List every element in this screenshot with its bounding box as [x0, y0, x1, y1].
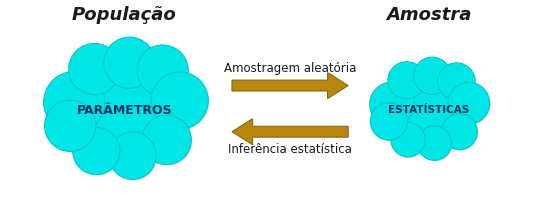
Circle shape — [152, 73, 209, 130]
Circle shape — [105, 38, 156, 90]
Circle shape — [137, 45, 188, 96]
Circle shape — [393, 74, 465, 146]
Circle shape — [415, 58, 452, 95]
FancyArrow shape — [232, 73, 348, 99]
Text: Amostra: Amostra — [386, 6, 471, 24]
Circle shape — [389, 63, 426, 100]
Circle shape — [371, 83, 415, 128]
Circle shape — [75, 61, 174, 159]
Circle shape — [69, 43, 120, 95]
Circle shape — [441, 114, 477, 150]
Circle shape — [151, 72, 208, 129]
Circle shape — [449, 83, 491, 125]
Circle shape — [45, 101, 97, 152]
Circle shape — [76, 62, 175, 160]
Circle shape — [104, 37, 155, 88]
Circle shape — [388, 62, 425, 99]
Circle shape — [414, 57, 451, 94]
Circle shape — [143, 116, 192, 166]
Circle shape — [371, 103, 408, 140]
Circle shape — [418, 127, 452, 161]
Circle shape — [74, 128, 121, 176]
Circle shape — [44, 72, 105, 133]
Circle shape — [391, 123, 425, 157]
Text: Inferência estatística: Inferência estatística — [228, 143, 352, 156]
Circle shape — [109, 132, 156, 179]
Circle shape — [438, 63, 475, 100]
Text: População: População — [72, 6, 177, 24]
Circle shape — [448, 82, 489, 124]
Text: ESTATÍSTICAS: ESTATÍSTICAS — [388, 105, 469, 115]
Circle shape — [442, 115, 478, 151]
Circle shape — [392, 124, 426, 158]
Circle shape — [439, 64, 476, 101]
Circle shape — [394, 75, 466, 147]
Circle shape — [138, 46, 189, 97]
Text: PARÂMETROS: PARÂMETROS — [77, 103, 172, 117]
Circle shape — [371, 104, 409, 141]
Circle shape — [369, 82, 414, 126]
Circle shape — [45, 100, 96, 151]
Circle shape — [417, 126, 452, 160]
Circle shape — [70, 44, 121, 96]
Text: Amostragem aleatória: Amostragem aleatória — [224, 62, 356, 75]
Circle shape — [72, 127, 120, 175]
Circle shape — [110, 133, 157, 180]
FancyArrow shape — [232, 119, 348, 145]
Circle shape — [45, 73, 106, 134]
Circle shape — [142, 115, 191, 165]
